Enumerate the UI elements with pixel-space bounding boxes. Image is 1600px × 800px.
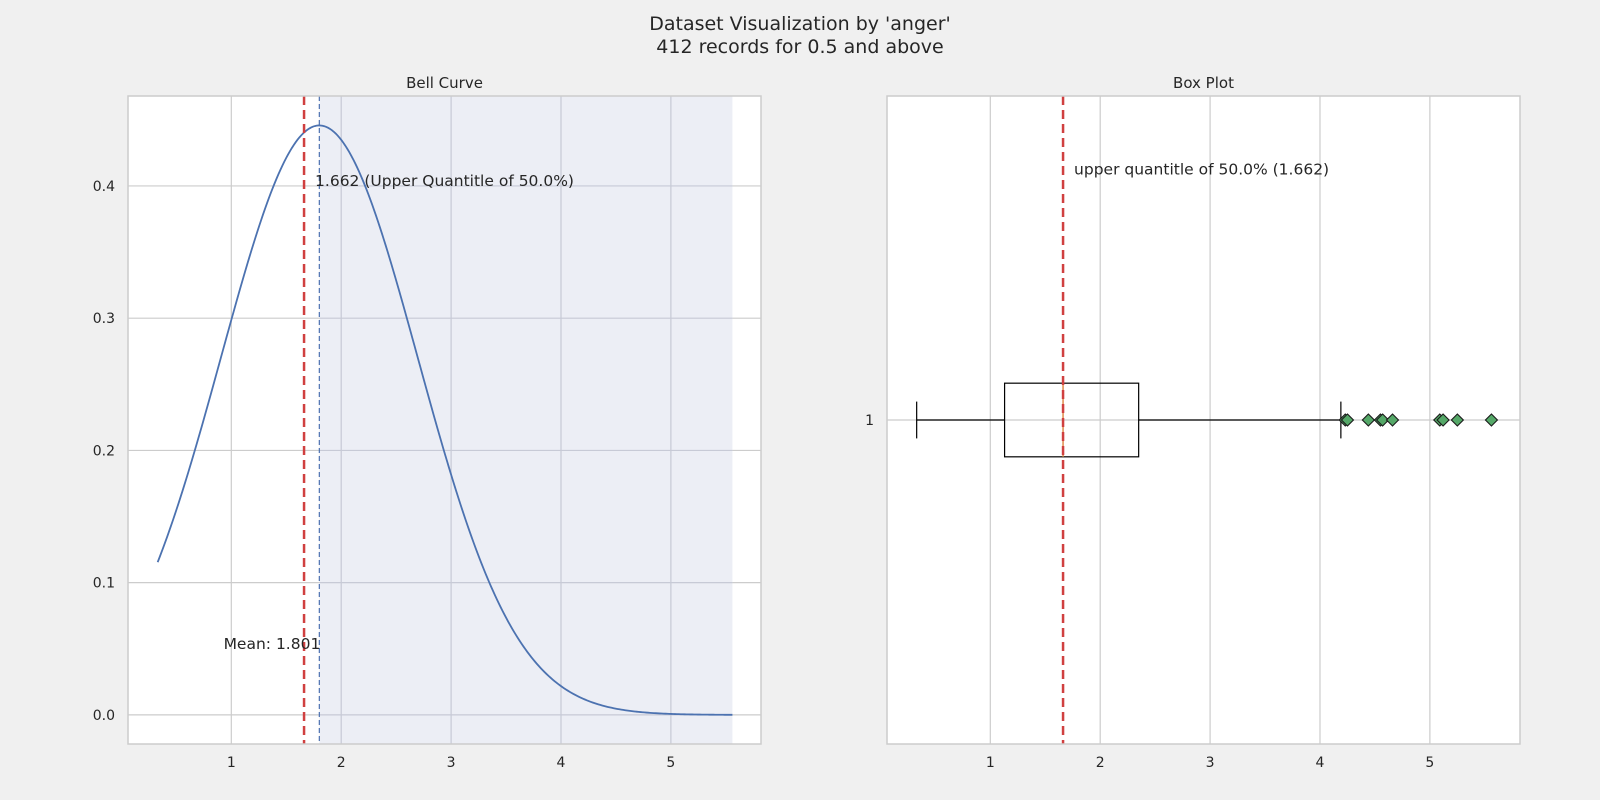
- flier-point: [1436, 413, 1450, 427]
- box-plot-x-ticks: 1 2 3 4 5: [986, 755, 1435, 771]
- bell-x-tick-label: 1: [227, 755, 236, 771]
- box-plot-marks: [916, 382, 1499, 458]
- bell-x-tick-label: 3: [447, 755, 456, 771]
- flier-point: [1484, 413, 1499, 427]
- bell-curve-x-ticks: 1 2 3 4 5: [227, 755, 676, 771]
- flier-point: [1375, 413, 1390, 427]
- bell-curve-panel: 1.662 (Upper Quantitle of 50.0%) Mean: 1…: [93, 74, 762, 771]
- box-iqr: [1003, 382, 1140, 458]
- quantile-annotation: 1.662 (Upper Quantitle of 50.0%): [315, 172, 574, 190]
- figure-title-line-2: 412 records for 0.5 and above: [656, 36, 943, 58]
- bell-curve-y-ticks: 0.0 0.1 0.2 0.3 0.4: [93, 179, 115, 724]
- bell-curve-line: [156, 124, 733, 716]
- figure-title-line-1: Dataset Visualization by 'anger': [649, 13, 951, 35]
- flier-point: [1361, 413, 1376, 427]
- flier-point: [1385, 413, 1400, 427]
- box-plot-title: Box Plot: [1173, 74, 1234, 92]
- bell-y-tick-label: 0.0: [93, 708, 115, 724]
- bell-y-tick-label: 0.3: [93, 311, 115, 327]
- box-x-tick-label: 5: [1425, 755, 1434, 771]
- bell-x-tick-label: 5: [666, 755, 675, 771]
- upper-half-shaded-region: [319, 96, 733, 744]
- bell-curve-title: Bell Curve: [406, 74, 483, 92]
- box-x-tick-label: 2: [1096, 755, 1105, 771]
- box-x-tick-label: 1: [986, 755, 995, 771]
- box-x-tick-label: 3: [1206, 755, 1215, 771]
- mean-annotation: Mean: 1.801: [224, 635, 321, 653]
- flier-point: [1450, 413, 1465, 427]
- bell-y-tick-label: 0.1: [93, 576, 115, 592]
- box-quantile-annotation: upper quantitle of 50.0% (1.662): [1074, 161, 1329, 179]
- flier-point: [1340, 413, 1355, 427]
- box-y-tick-label: 1: [865, 413, 874, 429]
- bell-x-tick-label: 4: [557, 755, 566, 771]
- bell-curve-grid-overlay: [319, 96, 733, 744]
- bell-x-tick-label: 2: [337, 755, 346, 771]
- box-x-tick-label: 4: [1316, 755, 1325, 771]
- bell-y-tick-label: 0.2: [93, 443, 115, 459]
- box-plot-panel: upper quantitle of 50.0% (1.662) 1 2 3 4 5 1…: [865, 74, 1521, 771]
- bell-curve-frame: [127, 95, 762, 745]
- bell-y-tick-label: 0.4: [93, 179, 115, 195]
- box-plot-frame: [886, 95, 1521, 745]
